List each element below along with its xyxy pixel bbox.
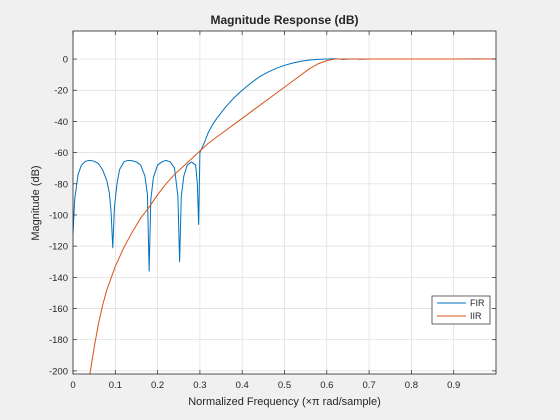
y-tick-label: -180 xyxy=(49,335,68,346)
x-tick-label: 0.7 xyxy=(362,380,375,391)
x-axis-label: Normalized Frequency (×π rad/sample) xyxy=(188,396,381,408)
y-tick-label: -200 xyxy=(49,366,68,377)
y-tick-label: -120 xyxy=(49,242,68,253)
chart-title: Magnitude Response (dB) xyxy=(210,13,358,27)
legend-label-fir: FIR xyxy=(470,298,485,308)
legend: FIR IIR xyxy=(431,295,491,325)
x-tick-label: 0.2 xyxy=(151,380,164,391)
series-layer xyxy=(73,58,496,374)
x-tick-label: 0.8 xyxy=(405,380,418,391)
y-tick-labels: 0 -20 -40 -60 -80 -100 -120 -140 -160 -180 -200 xyxy=(49,55,68,378)
x-tick-label: 0.6 xyxy=(320,380,333,391)
y-tick-label: -160 xyxy=(49,304,68,315)
x-tick-label: 0.5 xyxy=(278,380,291,391)
x-tick-label: 0.9 xyxy=(447,380,460,391)
y-axis-label: Magnitude (dB) xyxy=(30,165,42,240)
series-line-iir xyxy=(89,58,496,374)
x-tick-label: 0 xyxy=(70,380,75,391)
ticks xyxy=(72,31,496,374)
series-line-fir xyxy=(73,58,496,272)
legend-label-iir: IIR xyxy=(470,311,482,321)
legend-box xyxy=(431,295,491,325)
x-tick-label: 0.1 xyxy=(109,380,122,391)
y-tick-label: -100 xyxy=(49,210,68,221)
y-tick-label: -80 xyxy=(54,179,68,190)
y-tick-label: 0 xyxy=(63,55,68,66)
y-tick-label: -40 xyxy=(54,117,68,128)
x-tick-label: 0.3 xyxy=(193,380,206,391)
y-tick-label: -60 xyxy=(54,148,68,159)
x-tick-labels: 0 0.1 0.2 0.3 0.4 0.5 0.6 0.7 0.8 0.9 xyxy=(70,380,460,391)
y-tick-label: -140 xyxy=(49,273,68,284)
y-tick-label: -20 xyxy=(54,86,68,97)
x-tick-label: 0.4 xyxy=(236,380,249,391)
